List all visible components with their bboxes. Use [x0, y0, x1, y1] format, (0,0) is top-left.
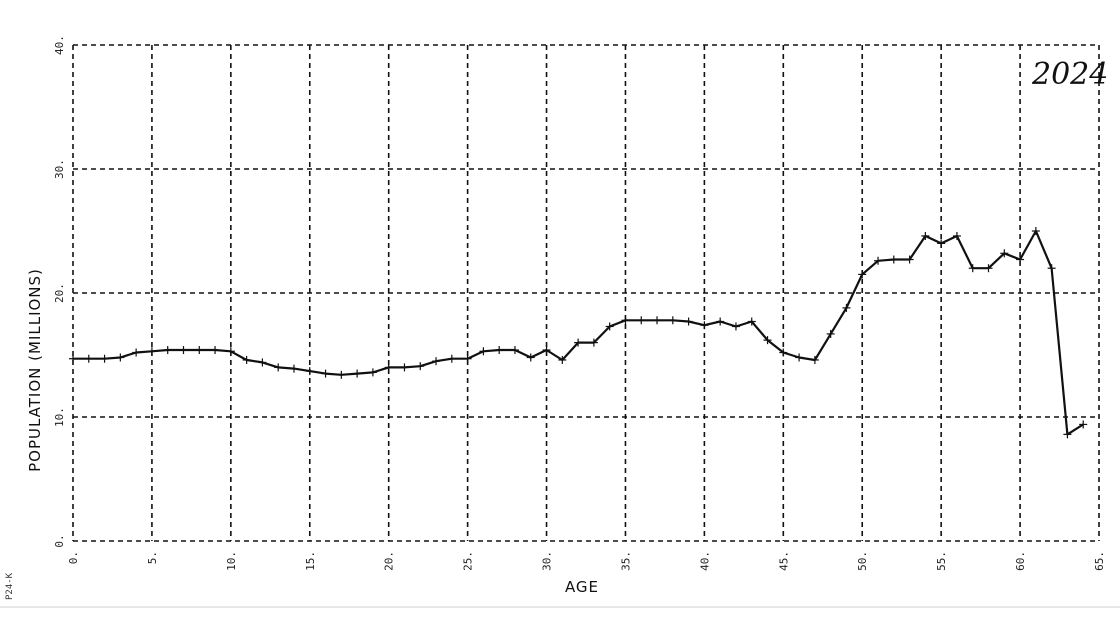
data-point — [684, 317, 693, 326]
data-point — [731, 322, 740, 331]
data-point — [905, 255, 914, 264]
data-point — [495, 346, 504, 355]
y-axis-title: POPULATION (MILLIONS) — [26, 268, 44, 472]
data-point — [526, 353, 535, 362]
data-point — [826, 329, 835, 338]
data-point — [700, 321, 709, 330]
data-point — [432, 357, 441, 366]
data-point — [716, 317, 725, 326]
data-point — [542, 346, 551, 355]
data-point — [1000, 249, 1009, 258]
y-tick-label: 30. — [53, 159, 66, 179]
data-point — [258, 358, 267, 367]
data-point — [653, 316, 662, 325]
data-point — [163, 346, 172, 355]
data-point — [1016, 255, 1025, 264]
x-tick-label: 15. — [304, 551, 317, 571]
x-tick-label: 65. — [1093, 551, 1106, 571]
x-tick-label: 35. — [619, 551, 632, 571]
data-point — [132, 348, 141, 357]
data-point — [289, 364, 298, 373]
data-point — [574, 338, 583, 347]
series — [73, 229, 1084, 436]
x-tick-label: 60. — [1014, 551, 1027, 571]
data-point — [605, 322, 614, 331]
data-point — [211, 346, 220, 355]
corner-label: P24-K — [5, 572, 15, 600]
data-point — [116, 353, 125, 362]
data-point — [810, 355, 819, 364]
data-point — [858, 270, 867, 279]
y-tick-label: 0. — [53, 534, 66, 547]
x-tick-label: 50. — [856, 551, 869, 571]
x-tick-label: 0. — [67, 551, 80, 564]
data-point — [226, 347, 235, 356]
data-point — [100, 354, 109, 363]
data-point — [1047, 264, 1056, 273]
data-point — [795, 353, 804, 362]
data-point — [69, 354, 77, 363]
data-point — [510, 346, 519, 355]
data-point — [589, 338, 598, 347]
data-point — [637, 316, 646, 325]
year-annotation: 2024 — [1031, 57, 1108, 92]
x-tick-label: 55. — [935, 551, 948, 571]
y-tick-label: 40. — [53, 35, 66, 55]
data-point — [321, 369, 330, 378]
data-point — [447, 354, 456, 363]
data-point — [384, 363, 393, 372]
data-point — [179, 346, 188, 355]
x-tick-label: 10. — [225, 551, 238, 571]
y-tick-label: 10. — [53, 407, 66, 427]
data-point — [921, 231, 930, 240]
data-point — [195, 346, 204, 355]
x-tick-label: 20. — [383, 551, 396, 571]
data-point — [842, 303, 851, 312]
data-point — [558, 355, 567, 364]
data-point — [305, 367, 314, 376]
data-point — [874, 256, 883, 265]
data-point — [353, 369, 362, 378]
data-point — [242, 355, 251, 364]
data-point — [952, 231, 961, 240]
data-point — [416, 362, 425, 371]
data-point — [937, 239, 946, 248]
data-point — [621, 316, 630, 325]
data-point — [400, 363, 409, 372]
data-point — [668, 316, 677, 325]
x-tick-label: 25. — [462, 551, 475, 571]
data-point — [984, 264, 993, 273]
x-tick-label: 5. — [146, 551, 159, 564]
x-tick-label: 45. — [777, 551, 790, 571]
data-point — [479, 347, 488, 356]
data-point — [747, 317, 756, 326]
data-point — [1063, 430, 1072, 439]
data-point — [779, 348, 788, 357]
tick-labels: 0. 5. 10. 15. 20. 25. 30. 35. 40. 45. 50. 55. 60. 65.… — [53, 35, 1106, 571]
y-tick-label: 20. — [53, 283, 66, 303]
data-point — [84, 354, 93, 363]
data-point — [1079, 420, 1088, 429]
grid — [72, 44, 1100, 542]
x-tick-label: 40. — [698, 551, 711, 571]
markers — [69, 227, 1088, 439]
series-line — [73, 229, 1084, 436]
data-point — [368, 368, 377, 377]
data-point — [889, 255, 898, 264]
data-point — [763, 336, 772, 345]
data-point — [968, 264, 977, 273]
data-point — [274, 363, 283, 372]
data-point — [463, 354, 472, 363]
data-point — [147, 347, 156, 356]
data-point — [1031, 227, 1040, 235]
x-tick-label: 30. — [541, 551, 554, 571]
data-point — [337, 370, 346, 379]
x-axis-title: AGE — [565, 578, 599, 596]
